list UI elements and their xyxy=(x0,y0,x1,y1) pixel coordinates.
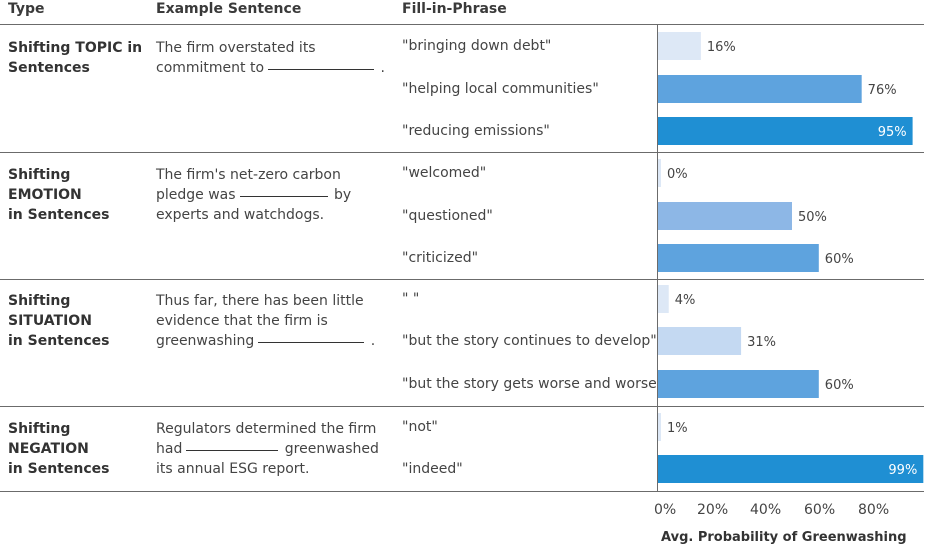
sentence-line: had greenwashed xyxy=(156,439,394,459)
sentence-text: greenwashing xyxy=(156,333,255,349)
phrase-label: "criticized" xyxy=(402,250,479,266)
sentence-text: pledge was xyxy=(156,187,236,203)
table-top-rule xyxy=(0,24,924,25)
sentence-text: . xyxy=(370,333,376,349)
bar-value-label: 1% xyxy=(667,421,688,436)
sentence-line: commitment to . xyxy=(156,58,394,78)
sentence-line: The firm's net-zero carbon xyxy=(156,167,341,183)
bar xyxy=(658,413,661,441)
bar-value-label: 16% xyxy=(707,40,736,55)
sentence-line: Thus far, there has been little xyxy=(156,293,364,309)
bar xyxy=(658,202,792,230)
bar xyxy=(658,327,742,355)
sentence-text: commitment to xyxy=(156,60,265,76)
bar xyxy=(658,75,862,103)
bar-value-label: 95% xyxy=(878,125,907,140)
sentence-line: its annual ESG report. xyxy=(156,461,310,477)
x-tick-label: 40% xyxy=(750,502,782,518)
example-sentence-emotion: The firm's net-zero carbon pledge was by… xyxy=(156,165,394,225)
bar xyxy=(658,370,819,398)
type-label-line: Shifting SITUATION xyxy=(8,293,92,329)
phrase-label: "not" xyxy=(402,419,438,435)
example-sentence-topic: The firm overstated its commitment to . xyxy=(156,38,394,78)
group-divider-1 xyxy=(0,152,924,153)
phrase-label: "helping local communities" xyxy=(402,81,599,97)
x-tick-label: 80% xyxy=(858,502,890,518)
type-label-line: in Sentences xyxy=(8,333,110,349)
fill-in-blank xyxy=(268,68,375,70)
sentence-text: by xyxy=(334,187,352,203)
bar xyxy=(658,285,669,313)
bar xyxy=(658,117,913,145)
header-example-sentence: Example Sentence xyxy=(156,1,302,17)
bar-value-label: 60% xyxy=(825,378,854,393)
group-divider-3 xyxy=(0,406,924,407)
sentence-line: The firm overstated its xyxy=(156,40,316,56)
type-label-line: in Sentences xyxy=(8,207,110,223)
type-cell-topic: Shifting TOPIC in Sentences xyxy=(8,38,148,78)
bar xyxy=(658,244,819,272)
phrase-label: "but the story continues to develop" xyxy=(402,333,657,349)
phrase-label: "reducing emissions" xyxy=(402,123,550,139)
bar-value-label: 60% xyxy=(825,252,854,267)
example-sentence-negation: Regulators determined the firm had green… xyxy=(156,419,394,479)
sentence-line: evidence that the firm is xyxy=(156,313,328,329)
sentence-text: had xyxy=(156,441,183,457)
sentence-line: pledge was by xyxy=(156,185,394,205)
fill-in-blank xyxy=(258,341,365,343)
table-bottom-rule xyxy=(0,491,924,492)
sentence-line: greenwashing . xyxy=(156,331,394,351)
phrase-label: " " xyxy=(402,291,420,307)
x-axis-title: Avg. Probability of Greenwashing xyxy=(661,530,907,545)
type-label-line: Shifting TOPIC in xyxy=(8,40,143,56)
x-tick-label: 0% xyxy=(654,502,677,518)
type-cell-emotion: Shifting EMOTION in Sentences xyxy=(8,165,148,225)
phrase-label: "indeed" xyxy=(402,461,463,477)
bar xyxy=(658,159,661,187)
x-tick-label: 20% xyxy=(697,502,729,518)
bar xyxy=(658,455,924,483)
group-divider-2 xyxy=(0,279,924,280)
bar-value-label: 0% xyxy=(667,167,688,182)
phrase-label: "but the story gets worse and worse" xyxy=(402,376,664,392)
x-tick-label: 60% xyxy=(804,502,836,518)
sentence-line: Regulators determined the firm xyxy=(156,421,377,437)
bar-value-label: 99% xyxy=(888,463,917,478)
type-cell-situation: Shifting SITUATION in Sentences xyxy=(8,291,148,351)
type-cell-negation: Shifting NEGATION in Sentences xyxy=(8,419,148,479)
chart-axis-line xyxy=(657,24,658,492)
header-fill-in-phrase: Fill-in-Phrase xyxy=(402,1,507,17)
bar-value-label: 31% xyxy=(747,335,776,350)
phrase-label: "welcomed" xyxy=(402,165,487,181)
bar-value-label: 50% xyxy=(798,210,827,225)
type-label-line: Shifting EMOTION xyxy=(8,167,82,203)
sentence-line: experts and watchdogs. xyxy=(156,207,325,223)
sentence-text: greenwashed xyxy=(284,441,379,457)
type-label-line: Sentences xyxy=(8,60,90,76)
fill-in-blank xyxy=(186,449,279,451)
type-label-line: in Sentences xyxy=(8,461,110,477)
fill-in-blank xyxy=(239,195,328,197)
bar xyxy=(658,32,701,60)
header-type: Type xyxy=(8,1,45,17)
type-label-line: Shifting NEGATION xyxy=(8,421,89,457)
sentence-text: . xyxy=(380,60,385,76)
example-sentence-situation: Thus far, there has been little evidence… xyxy=(156,291,394,351)
phrase-label: "questioned" xyxy=(402,208,493,224)
phrase-label: "bringing down debt" xyxy=(402,38,552,54)
bar-value-label: 76% xyxy=(868,83,897,98)
bar-value-label: 4% xyxy=(675,293,696,308)
